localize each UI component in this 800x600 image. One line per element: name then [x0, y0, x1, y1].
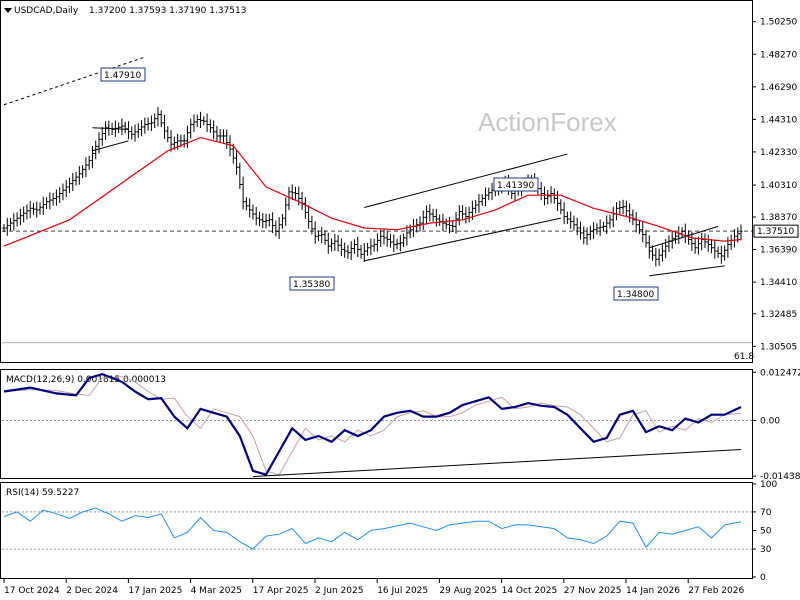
macd-tick-label: 0.012472 [760, 368, 800, 378]
time-tick-label: 27 Feb 2026 [688, 586, 744, 596]
rsi-tick-label: 70 [760, 508, 772, 518]
macd-main-line [3, 372, 742, 477]
rsi-tick-label: 100 [760, 480, 777, 490]
time-tick-label: 14 Jan 2026 [626, 586, 680, 596]
trendline [92, 140, 129, 152]
current-price-tag [753, 224, 799, 238]
price-tick-label: 1.34410 [760, 278, 797, 288]
watermark-text: ActionForex [478, 107, 617, 137]
rsi-tick-label: 0 [760, 573, 766, 583]
moving-average-line [3, 136, 742, 247]
price-annotation-label: 1.35380 [293, 280, 330, 290]
macd-axis: 0.012472 0.00 -0.014389 [2, 368, 800, 482]
price-annotation-label: 1.47910 [104, 71, 141, 81]
price-tick-label: 1.46290 [760, 83, 797, 93]
macd-panel [0, 369, 753, 479]
time-tick-label: 4 Mar 2025 [191, 586, 242, 596]
price-axis: 1.50250 1.48270 1.46290 1.44310 1.42330 1.403… [752, 18, 797, 352]
price-tick-label: 1.44310 [760, 115, 797, 125]
dropdown-triangle-icon[interactable] [4, 8, 12, 13]
price-tick-label: 1.42330 [760, 148, 797, 158]
ohlc-values: 1.37200 1.37593 1.37190 1.37513 [89, 6, 246, 16]
price-annotations: 1.47910 1.35380 1.41390 1.34800 61.8 1.37510 [2, 67, 799, 362]
rsi-title: RSI(14) 59.5227 [6, 488, 79, 498]
rsi-series [3, 507, 742, 550]
price-annotation-box [493, 177, 539, 192]
trendline [649, 225, 719, 249]
time-tick-label: 2 Dec 2024 [66, 586, 118, 596]
macd-tick-label: -0.014389 [760, 472, 800, 482]
price-annotation-label: 1.34800 [617, 290, 654, 300]
price-tick-label: 1.36390 [760, 246, 797, 256]
time-tick-label: 27 Nov 2025 [564, 586, 622, 596]
trendline [364, 153, 568, 208]
fibonacci-label: 61.8 [734, 352, 754, 362]
price-series [2, 106, 743, 267]
time-tick-label: 14 Oct 2025 [502, 586, 558, 596]
current-price-label: 1.37510 [757, 227, 794, 237]
macd-title: MACD(12,26,9) 0.001815 0.000013 [6, 375, 166, 385]
price-tick-label: 1.30505 [760, 342, 797, 352]
time-tick-label: 2 Jun 2025 [315, 586, 363, 596]
macd-trendline [252, 449, 742, 478]
symbol-label: USDCAD,Daily [14, 6, 79, 16]
rsi-tick-label: 30 [760, 545, 772, 555]
rsi-line [3, 507, 742, 550]
time-tick-label: 17 Jan 2025 [128, 586, 182, 596]
price-annotation-label: 1.41390 [497, 181, 534, 191]
time-tick-label: 16 Jul 2025 [377, 586, 428, 596]
rsi-axis: 100 70 50 30 0 [2, 480, 777, 583]
macd-tick-label: 0.00 [760, 417, 780, 427]
time-tick-label: 29 Aug 2025 [439, 586, 497, 596]
trendline [3, 56, 146, 106]
price-panel [0, 0, 753, 363]
price-annotation-box [100, 67, 146, 82]
price-tick-label: 1.48270 [760, 50, 797, 60]
time-tick-label: 17 Apr 2025 [253, 586, 309, 596]
trendline [649, 265, 725, 277]
time-axis: 17 Oct 2024 2 Dec 2024 17 Jan 2025 4 Mar 20… [3, 579, 744, 596]
moving-average-series [3, 136, 742, 247]
trendlines [2, 56, 752, 277]
price-tick-label: 1.50250 [760, 18, 797, 28]
rsi-panel [0, 482, 753, 579]
price-annotation-box [289, 276, 335, 291]
price-annotation-box [613, 286, 659, 301]
price-tick-label: 1.32485 [760, 310, 797, 320]
rsi-tick-label: 50 [760, 527, 772, 537]
price-tick-label: 1.40310 [760, 181, 797, 191]
time-tick-label: 17 Oct 2024 [4, 586, 60, 596]
macd-series [3, 372, 742, 478]
trendline [364, 217, 561, 262]
macd-signal-line [3, 376, 742, 476]
trendline [92, 127, 129, 130]
price-tick-label: 1.38370 [760, 213, 797, 223]
